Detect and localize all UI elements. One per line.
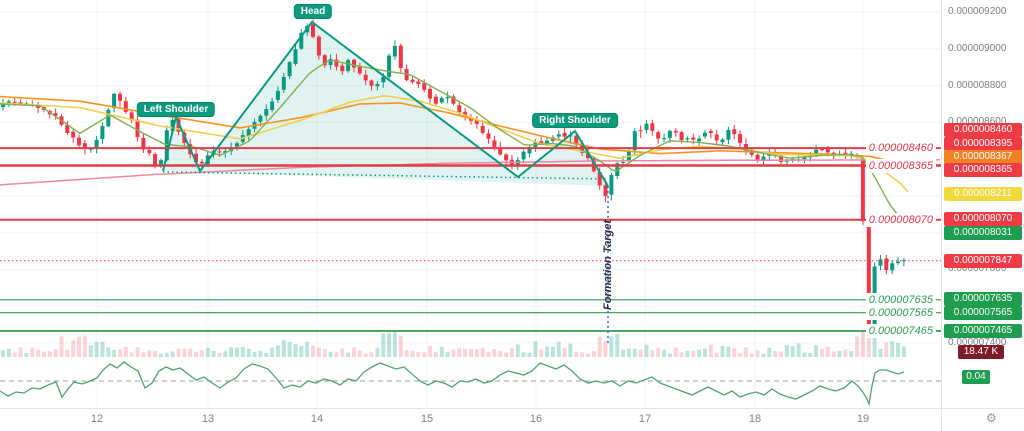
- axis-value-badge: 0.000008031: [944, 226, 1022, 240]
- axis-value-badge: 0.000007847: [944, 254, 1022, 268]
- left-shoulder-label-badge[interactable]: Left Shoulder: [136, 102, 216, 117]
- oscillator-line: [0, 361, 905, 407]
- axis-value-badge: 0.000008367: [944, 149, 1022, 164]
- price-axis-tick: 0.000009000: [948, 43, 1007, 54]
- axis-value-badge: 0.000007635: [944, 292, 1022, 306]
- axis-value-badge: 0.000008211: [944, 186, 1022, 201]
- formation-target-label[interactable]: Formation Target: [602, 219, 614, 310]
- time-axis-label: 13: [201, 413, 215, 425]
- horizontal-level-lines[interactable]: [0, 147, 941, 332]
- right-shoulder-label-badge[interactable]: Right Shoulder: [532, 113, 618, 128]
- level-price-label: 0.000008460: [865, 141, 936, 155]
- axis-value-badge: 0.000008365: [944, 163, 1022, 177]
- axis-settings-icon[interactable]: ⚙: [986, 411, 997, 425]
- time-axis-label: 16: [529, 413, 543, 425]
- level-price-label: 0.000007465: [865, 324, 936, 338]
- axis-value-badge: 0.000008395: [944, 136, 1022, 151]
- level-price-label: 0.000008365: [865, 159, 936, 173]
- ma-green: [0, 59, 909, 226]
- price-axis-tick: 0.000008600: [948, 116, 1007, 127]
- volume-bars: [1, 321, 906, 357]
- axis-value-badge: 0.000008070: [944, 212, 1022, 226]
- axis-value-badge: 0.000007565: [944, 306, 1022, 320]
- time-axis-divider: [0, 408, 1024, 409]
- level-price-label: 0.000007635: [865, 293, 936, 307]
- head-and-shoulders-outline[interactable]: [162, 21, 609, 187]
- moving-average-lines: [0, 59, 941, 226]
- level-price-label: 0.000007565: [865, 306, 936, 320]
- price-axis-tick: 0.000007800: [948, 263, 1007, 274]
- trend-pink: [0, 159, 941, 186]
- time-axis-label: 15: [420, 413, 434, 425]
- axis-value-badge: 0.000008460: [944, 123, 1022, 137]
- time-axis-label: 17: [638, 413, 652, 425]
- axis-value-badge: 0.04: [962, 370, 990, 384]
- axis-value-badge: 0.000007465: [944, 324, 1022, 338]
- time-axis-label: 18: [748, 413, 762, 425]
- price-axis-tick: 0.000009200: [948, 6, 1007, 17]
- axis-value-badge: 18.47 K: [958, 345, 1004, 359]
- time-axis-label: 14: [310, 413, 324, 425]
- price-axis-tick: 0.000008800: [948, 80, 1007, 91]
- price-axis-tick: 0.000007400: [948, 337, 1007, 348]
- time-axis-label: 12: [90, 413, 104, 425]
- level-price-label: 0.000008070: [865, 213, 936, 227]
- time-axis-label: 19: [856, 413, 870, 425]
- price-axis-divider: [941, 0, 942, 431]
- head-label-badge[interactable]: Head: [293, 4, 333, 19]
